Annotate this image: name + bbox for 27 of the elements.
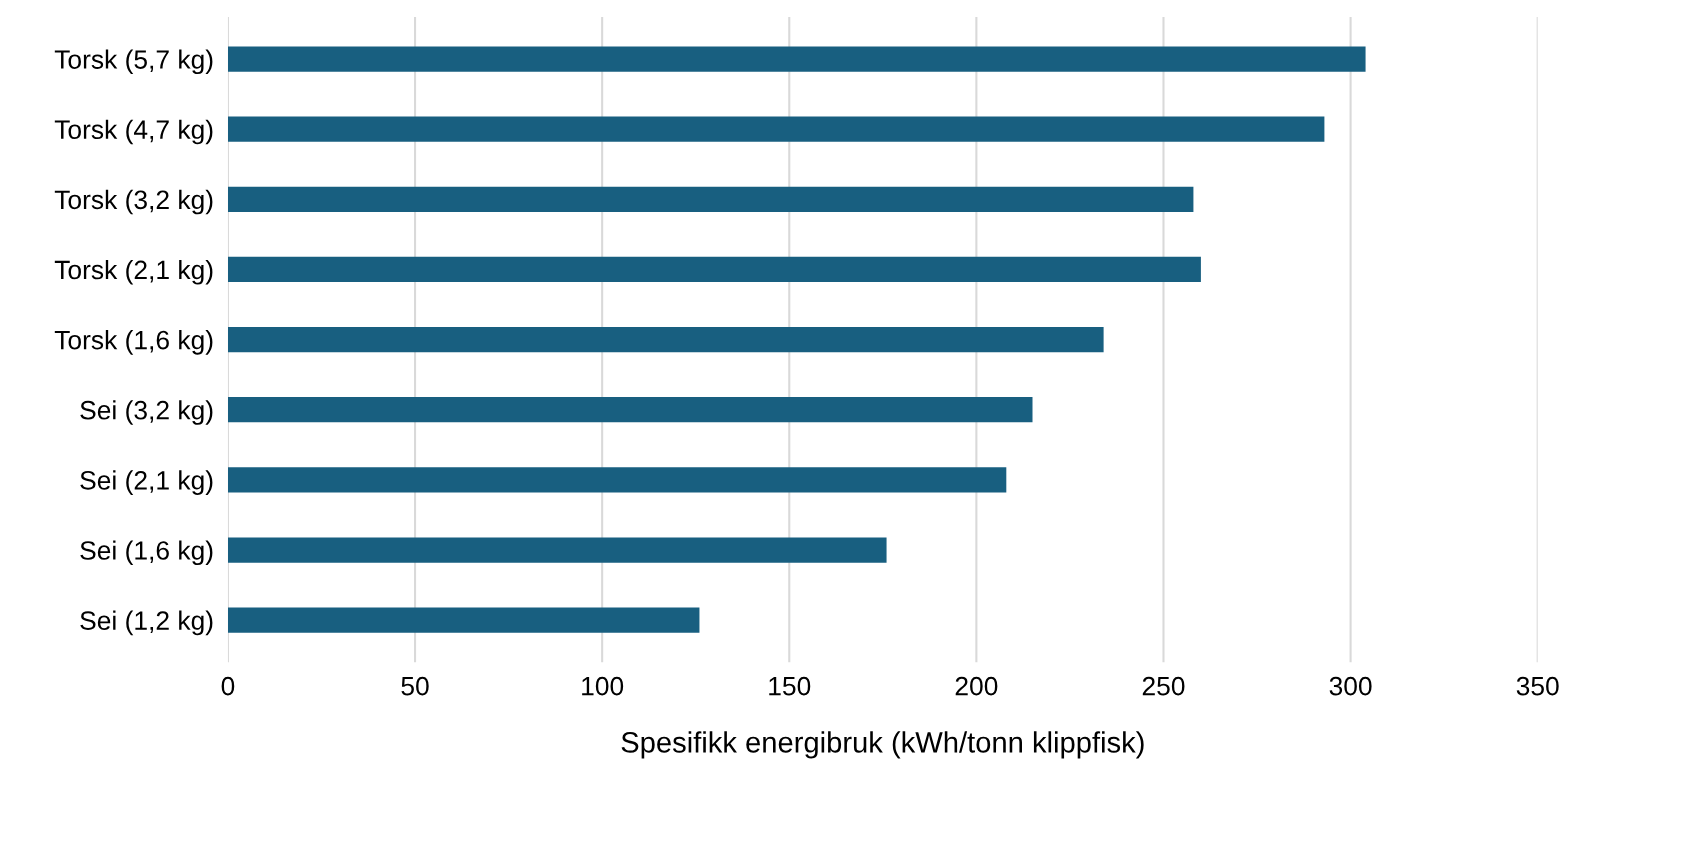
x-axis-title: Spesifikk energibruk (kWh/tonn klippfisk)	[621, 731, 1144, 759]
bar	[227, 46, 1366, 72]
bar	[227, 467, 1007, 493]
bar	[227, 256, 1201, 283]
x-tick-label: 300	[1329, 676, 1372, 696]
y-tick-label: Sei (1,6 kg)	[80, 540, 213, 566]
bar	[227, 537, 887, 563]
bar	[227, 116, 1325, 142]
y-tick-label: Torsk (3,2 kg)	[54, 189, 213, 215]
y-tick-label: Sei (1,2 kg)	[80, 610, 213, 636]
y-tick-label: Torsk (5,7 kg)	[54, 49, 213, 75]
x-tick-label: 350	[1516, 676, 1559, 696]
x-tick-label: 0	[221, 676, 235, 696]
y-tick-label: Sei (3,2 kg)	[80, 400, 213, 425]
y-tick-label: Torsk (1,6 kg)	[54, 330, 213, 355]
x-tick-label: 50	[401, 676, 429, 696]
x-tick-label: 100	[582, 676, 624, 696]
y-tick-label: Torsk (4,7 kg)	[54, 119, 213, 145]
bar	[227, 607, 700, 633]
bar	[227, 326, 1104, 353]
x-tick-label: 150	[769, 676, 811, 696]
y-tick-label: Sei (2,1 kg)	[80, 470, 213, 495]
x-tick-label: 200	[955, 676, 998, 696]
x-tick-label: 250	[1142, 676, 1185, 696]
bar	[227, 186, 1194, 212]
bar	[227, 397, 1033, 423]
y-tick-label: Torsk (2,1 kg)	[54, 259, 213, 285]
